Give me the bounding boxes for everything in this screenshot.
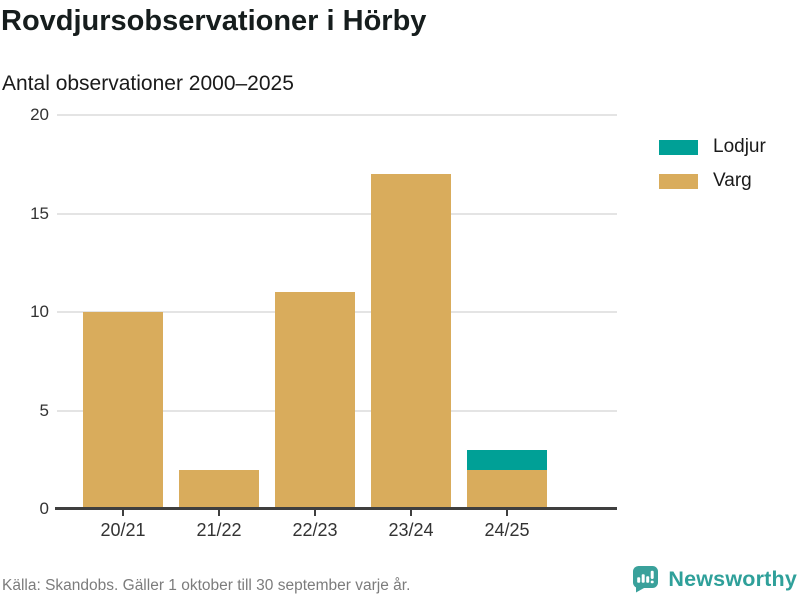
- legend-item-varg: Varg: [659, 170, 766, 192]
- legend-label: Lodjur: [713, 136, 766, 157]
- y-axis-label: 20: [30, 105, 49, 124]
- chart-subtitle: Antal observationer 2000–2025: [2, 72, 294, 95]
- y-axis-label: 5: [39, 400, 49, 420]
- newsworthy-logo-icon: [633, 566, 659, 593]
- bar-segment-varg: [371, 174, 451, 509]
- y-axis-label: 0: [39, 499, 49, 518]
- gridline: [57, 114, 617, 116]
- bar-segment-lodjur: [467, 449, 547, 470]
- y-axis-label: 15: [30, 203, 49, 223]
- x-axis-line: [55, 507, 617, 510]
- plot-area: 0 5 10 15 20 20/21 21/22 22/23 23/24 24/25: [30, 105, 617, 540]
- gridline: [57, 212, 617, 215]
- bar-segment-varg: [275, 292, 355, 509]
- source-note: Källa: Skandobs. Gäller 1 oktober till 3…: [2, 577, 411, 594]
- legend-label: Varg: [713, 170, 752, 191]
- chart-title: Rovdjursobservationer i Hörby: [1, 5, 427, 37]
- tick-mark: [314, 510, 316, 516]
- tick-mark: [506, 510, 508, 516]
- brand: Newsworthy: [632, 565, 797, 593]
- x-axis-label: 22/23: [292, 520, 338, 540]
- x-axis-label: 21/22: [196, 520, 242, 540]
- brand-name: Newsworthy: [668, 566, 797, 591]
- tick-mark: [218, 510, 220, 516]
- bar-segment-varg: [179, 469, 259, 509]
- tick-mark: [410, 510, 412, 516]
- x-axis-label: 20/21: [100, 520, 146, 540]
- legend: Lodjur Varg: [659, 136, 766, 192]
- x-axis-label: 23/24: [388, 520, 434, 540]
- y-axis-label: 10: [30, 302, 49, 321]
- tick-mark: [122, 510, 124, 516]
- legend-swatch-lodjur: [659, 139, 698, 155]
- bar-segment-varg: [467, 469, 547, 509]
- legend-item-lodjur: Lodjur: [659, 136, 766, 158]
- bar-segment-varg: [83, 312, 163, 509]
- legend-swatch-varg: [659, 173, 698, 189]
- x-axis-label: 24/25: [484, 520, 530, 540]
